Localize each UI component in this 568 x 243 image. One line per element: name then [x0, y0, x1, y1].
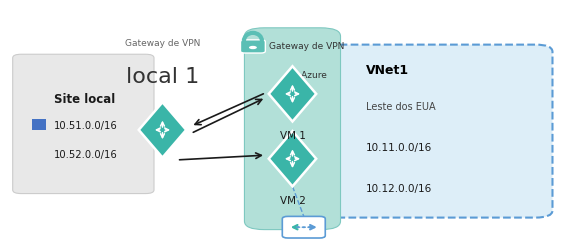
Bar	[42, 122, 47, 124]
FancyBboxPatch shape	[282, 216, 325, 238]
Text: local 1: local 1	[126, 67, 199, 87]
Bar	[37, 127, 41, 130]
Bar	[32, 124, 37, 127]
Circle shape	[249, 46, 257, 49]
Bar	[32, 127, 37, 130]
Bar	[32, 119, 37, 121]
FancyBboxPatch shape	[244, 28, 341, 230]
Bar	[42, 119, 47, 121]
Text: Site local: Site local	[54, 93, 115, 106]
Text: do Azure: do Azure	[287, 71, 327, 80]
Bar	[32, 122, 37, 124]
Text: VM 1: VM 1	[279, 131, 306, 141]
Bar	[38, 128, 41, 130]
Bar	[37, 122, 41, 124]
Text: VNet1: VNet1	[366, 64, 409, 77]
Bar	[42, 127, 47, 130]
Text: Gateway de VPN: Gateway de VPN	[269, 42, 344, 51]
Text: VM 2: VM 2	[279, 196, 306, 206]
Circle shape	[302, 226, 306, 228]
Bar	[37, 119, 41, 121]
Text: Gateway de VPN: Gateway de VPN	[125, 39, 200, 48]
Text: 10.52.0.0/16: 10.52.0.0/16	[54, 150, 118, 160]
Polygon shape	[139, 102, 186, 157]
FancyBboxPatch shape	[310, 45, 553, 217]
Bar	[42, 124, 47, 127]
Text: 10.12.0.0/16: 10.12.0.0/16	[366, 184, 432, 194]
Text: 10.51.0.0/16: 10.51.0.0/16	[54, 121, 118, 131]
Polygon shape	[269, 131, 316, 186]
Bar	[37, 124, 41, 127]
Circle shape	[307, 226, 312, 228]
FancyBboxPatch shape	[240, 40, 265, 53]
Polygon shape	[269, 66, 316, 122]
Circle shape	[296, 226, 300, 228]
Text: 10.11.0.0/16: 10.11.0.0/16	[366, 143, 432, 153]
Text: Leste dos EUA: Leste dos EUA	[366, 102, 436, 112]
FancyBboxPatch shape	[12, 54, 154, 194]
